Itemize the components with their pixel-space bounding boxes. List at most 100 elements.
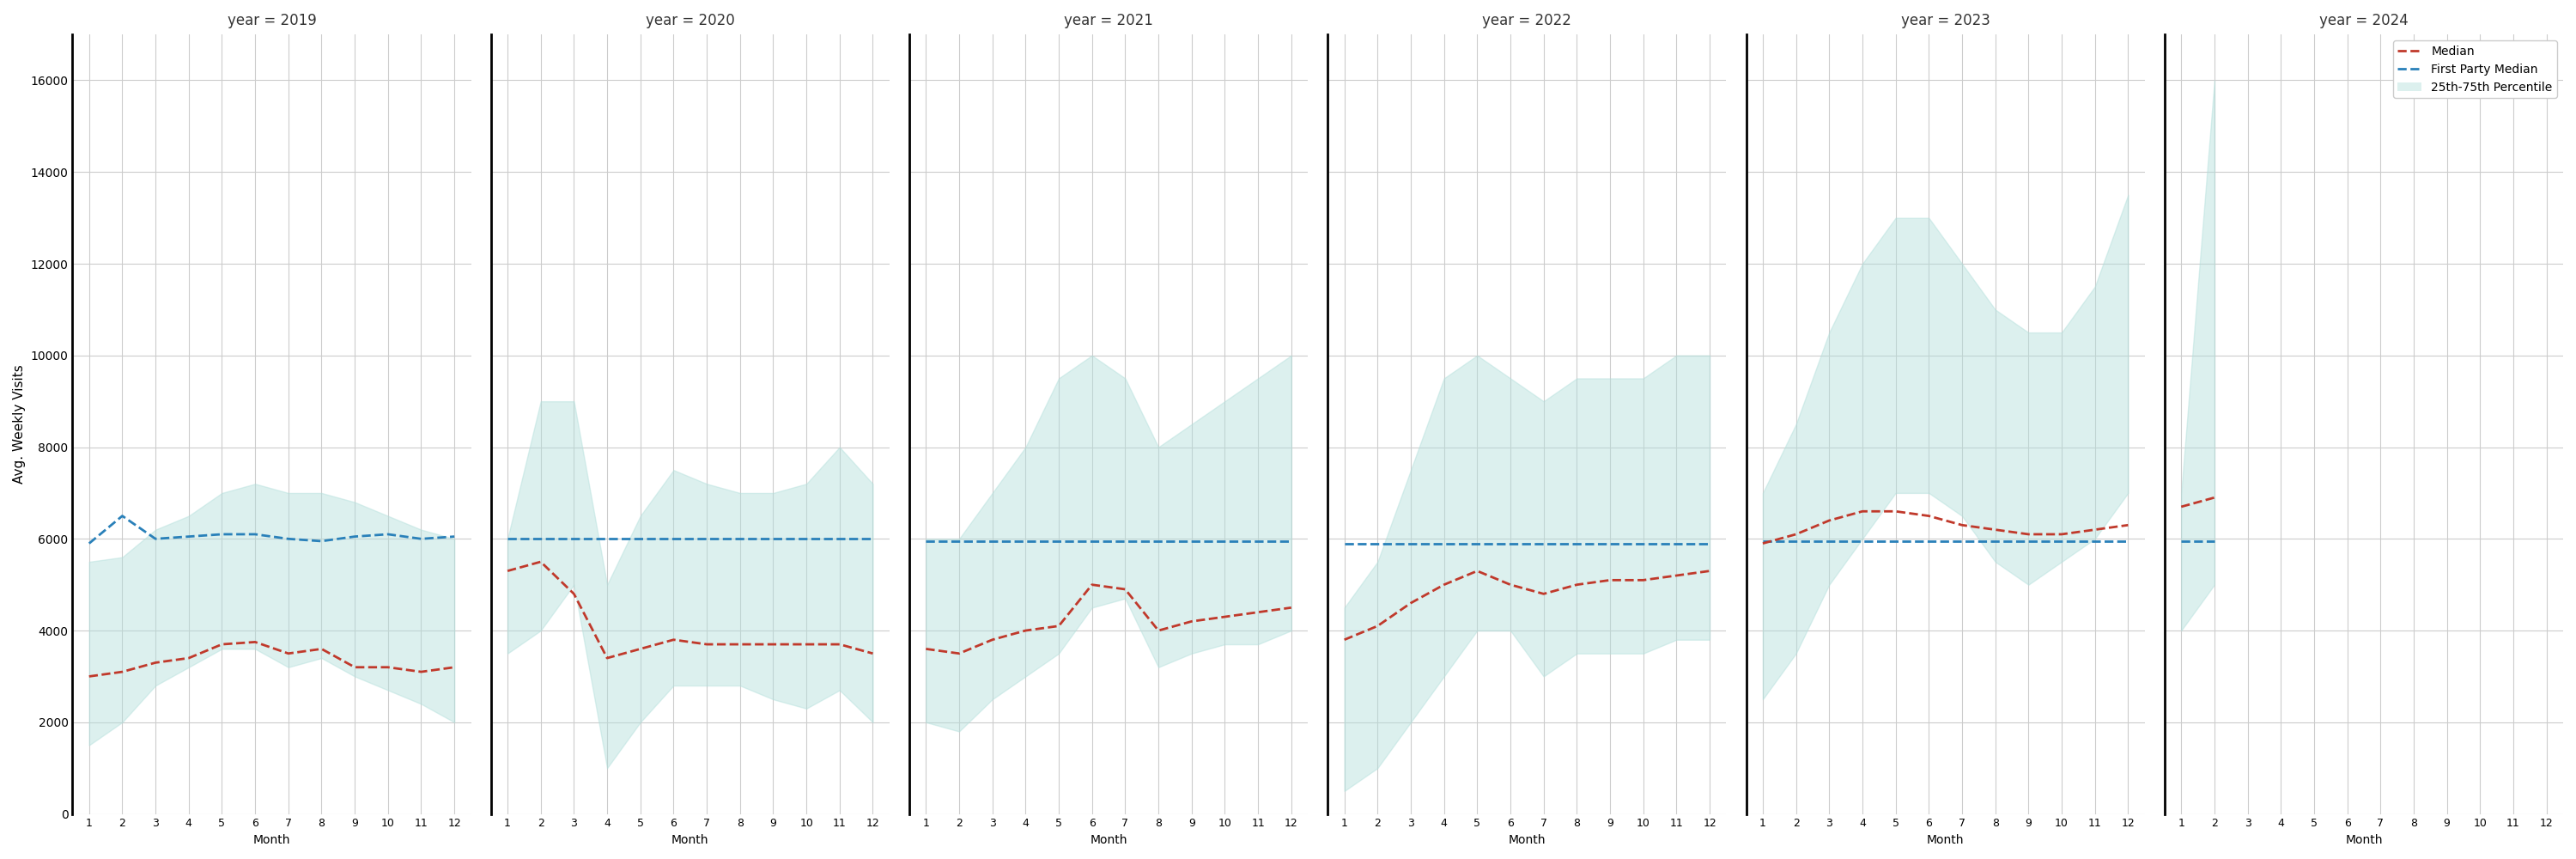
First Party Median — [2112, 536, 2143, 546]
Median — [139, 657, 170, 667]
First Party Median — [106, 511, 137, 521]
Median — [1430, 580, 1461, 590]
Median — [2200, 492, 2231, 503]
Median — [1242, 607, 1273, 618]
Median — [592, 653, 623, 663]
Median — [340, 662, 371, 673]
Line: First Party Median: First Party Median — [90, 516, 453, 544]
X-axis label: Month: Month — [1090, 834, 1128, 846]
First Party Median — [273, 533, 304, 544]
First Party Median — [1880, 536, 1911, 546]
Median — [2112, 520, 2143, 530]
Median — [1043, 621, 1074, 631]
Median — [1329, 635, 1360, 645]
Median — [1396, 598, 1427, 608]
Median — [1880, 506, 1911, 516]
First Party Median — [1528, 539, 1558, 549]
First Party Median — [1177, 536, 1208, 546]
First Party Median — [1242, 536, 1273, 546]
First Party Median — [1275, 536, 1306, 546]
Median — [1814, 515, 1844, 526]
Median — [791, 639, 822, 649]
Line: Median: Median — [507, 562, 873, 658]
Median — [909, 643, 940, 654]
First Party Median — [1077, 536, 1108, 546]
First Party Median — [791, 533, 822, 544]
First Party Median — [340, 532, 371, 542]
First Party Median — [1662, 539, 1692, 549]
Median — [943, 649, 974, 659]
First Party Median — [1329, 539, 1360, 549]
Median — [1662, 570, 1692, 581]
First Party Median — [404, 533, 435, 544]
Median — [1947, 520, 1978, 530]
Line: Median: Median — [1345, 571, 1710, 640]
Median — [273, 649, 304, 659]
Median — [526, 557, 556, 567]
First Party Median — [909, 536, 940, 546]
X-axis label: Month: Month — [252, 834, 291, 846]
First Party Median — [943, 536, 974, 546]
Median — [173, 653, 204, 663]
Median — [2012, 529, 2043, 539]
First Party Median — [1396, 539, 1427, 549]
Median — [824, 639, 855, 649]
Median — [1528, 588, 1558, 599]
Median — [1177, 616, 1208, 626]
Median — [206, 639, 237, 649]
First Party Median — [858, 533, 889, 544]
First Party Median — [592, 533, 623, 544]
Median — [1144, 625, 1175, 636]
Median — [374, 662, 404, 673]
First Party Median — [1494, 539, 1525, 549]
Median — [1461, 566, 1492, 576]
Median — [2166, 502, 2197, 512]
First Party Median — [307, 536, 337, 546]
Median — [1747, 539, 1777, 549]
First Party Median — [1561, 539, 1592, 549]
First Party Median — [1461, 539, 1492, 549]
First Party Median — [1430, 539, 1461, 549]
First Party Median — [1110, 536, 1141, 546]
Line: Median: Median — [925, 585, 1291, 654]
Median — [492, 566, 523, 576]
Median — [1208, 612, 1239, 622]
Title: year = 2022: year = 2022 — [1481, 13, 1571, 28]
First Party Median — [976, 536, 1007, 546]
First Party Median — [724, 533, 755, 544]
First Party Median — [526, 533, 556, 544]
First Party Median — [438, 532, 469, 542]
First Party Median — [2079, 536, 2110, 546]
Median — [404, 667, 435, 677]
First Party Median — [559, 533, 590, 544]
First Party Median — [1628, 539, 1659, 549]
Median — [1110, 584, 1141, 594]
First Party Median — [240, 529, 270, 539]
X-axis label: Month: Month — [672, 834, 708, 846]
First Party Median — [690, 533, 721, 544]
First Party Median — [1010, 536, 1041, 546]
Title: year = 2020: year = 2020 — [647, 13, 734, 28]
Median — [106, 667, 137, 677]
Median — [724, 639, 755, 649]
X-axis label: Month: Month — [1927, 834, 1963, 846]
Median — [438, 662, 469, 673]
First Party Median — [1595, 539, 1625, 549]
Median — [976, 635, 1007, 645]
Median — [1780, 529, 1811, 539]
Median — [1981, 525, 2012, 535]
Median — [1695, 566, 1726, 576]
First Party Median — [139, 533, 170, 544]
Title: year = 2024: year = 2024 — [2318, 13, 2409, 28]
First Party Median — [1144, 536, 1175, 546]
Median — [1275, 602, 1306, 612]
First Party Median — [1780, 536, 1811, 546]
Median — [1561, 580, 1592, 590]
First Party Median — [1814, 536, 1844, 546]
Line: Median: Median — [90, 642, 453, 676]
First Party Median — [1847, 536, 1878, 546]
X-axis label: Month: Month — [1510, 834, 1546, 846]
Median — [2045, 529, 2076, 539]
First Party Median — [1981, 536, 2012, 546]
Median — [690, 639, 721, 649]
